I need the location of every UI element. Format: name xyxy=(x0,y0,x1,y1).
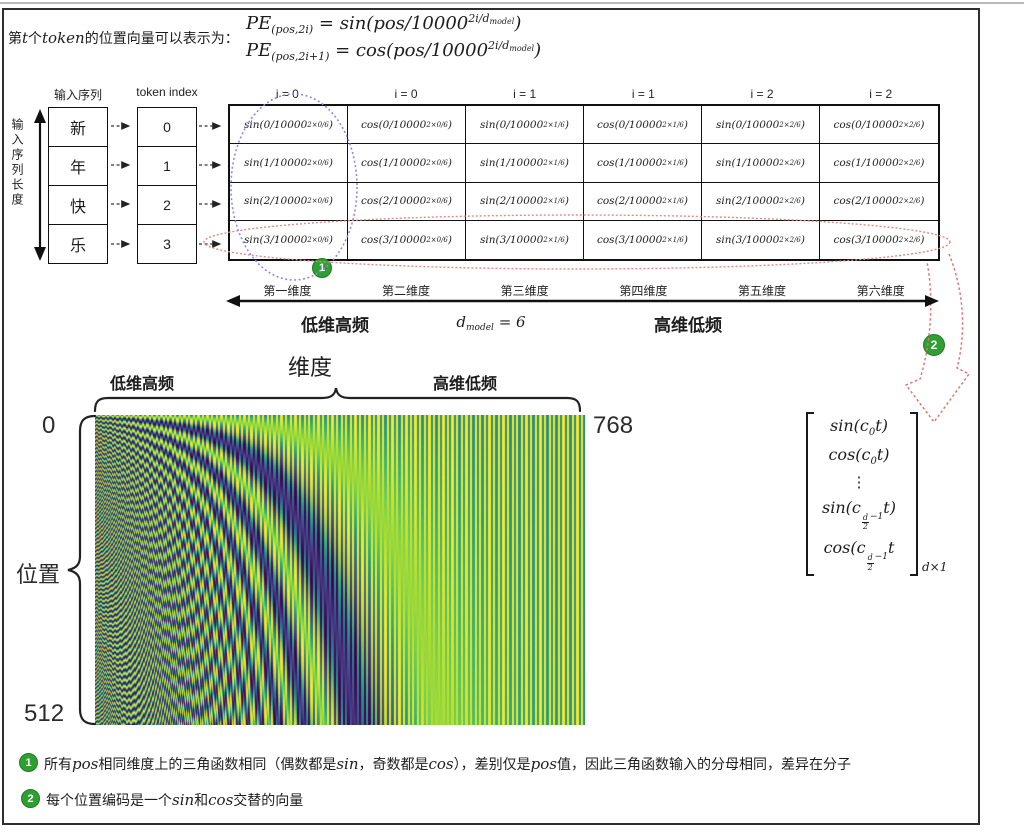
token-cell: 快 xyxy=(48,185,108,225)
vector-row-cos-last: cos(c d 2 −1t xyxy=(823,538,895,572)
pe-vector: sin(c0t) cos(c0t) ⋮ sin(c d 2 −1t) cos(c d 2−… xyxy=(808,416,910,572)
token-cell: 新 xyxy=(48,107,108,147)
annotation-1-text: 所有pos相同维度上的三角函数相同（偶数都是sin，奇数都是cos），差别仅是p… xyxy=(44,755,851,773)
dimension-label: 第四维度 xyxy=(619,284,668,298)
pe-cell: sin(1/10000 2×1/6) xyxy=(466,144,584,183)
dimension-label: 第六维度 xyxy=(856,284,905,298)
index-cell: 3 xyxy=(137,224,197,264)
pe-table: sin(0/10000 2×0/6) cos(0/10000 2×0/6) sin(0/… xyxy=(228,104,940,261)
pe-formula-odd: PE(pos,2i+1) = cos(pos/100002i/dmodel) xyxy=(246,39,542,63)
vector-dots: ⋮ xyxy=(851,473,867,492)
vector-row-sin0: sin(c0t) xyxy=(830,416,888,438)
index-cell: 0 xyxy=(137,107,197,147)
dimension-label: 第二维度 xyxy=(382,284,431,298)
dimension-label: 第一维度 xyxy=(263,284,312,298)
pe-cell: sin(3/10000 2×2/6) xyxy=(702,220,820,259)
pe-cell: cos(3/10000 2×0/6) xyxy=(348,220,466,259)
badge-2: 2 xyxy=(923,334,945,356)
token-index-header: token index xyxy=(136,85,198,99)
pe-col-header: i = 2 xyxy=(869,87,893,101)
pe-cell: sin(0/10000 2×2/6) xyxy=(702,106,820,145)
pe-cell: sin(2/10000 2×2/6) xyxy=(702,182,820,221)
pe-cell: cos(0/10000 2×1/6) xyxy=(584,106,702,145)
pe-cell: cos(1/10000 2×1/6) xyxy=(584,144,702,183)
pe-col-header: i = 0 xyxy=(394,87,418,101)
pe-cell: sin(3/10000 2×1/6) xyxy=(466,220,584,259)
pe-cell: cos(2/10000 2×0/6) xyxy=(348,182,466,221)
annotation-1-badge: 1 xyxy=(19,753,38,772)
annotation-2-badge: 2 xyxy=(21,789,40,808)
token-column: 新年快乐 xyxy=(48,107,108,264)
heatmap-dimension-title: 维度 xyxy=(287,355,333,380)
intro-text: 第t个token的位置向量可以表示为： xyxy=(8,29,239,47)
pe-cell: sin(0/10000 2×1/6) xyxy=(466,106,584,145)
dimension-label: 第三维度 xyxy=(500,284,549,298)
matrix-left-bracket xyxy=(806,412,814,576)
pe-cell: cos(3/10000 2×1/6) xyxy=(584,220,702,259)
index-cell: 2 xyxy=(137,185,197,225)
pe-cell: cos(0/10000 2×2/6) xyxy=(820,106,938,145)
pe-cell: cos(1/10000 2×0/6) xyxy=(348,144,466,183)
pe-col-header: i = 2 xyxy=(750,87,774,101)
heatmap-high-dim-note: 高维低频 xyxy=(432,376,498,393)
matrix-right-bracket xyxy=(910,412,918,576)
pe-cell: cos(3/10000 2×2/6) xyxy=(833,233,925,246)
high-dim-low-freq-note: 高维低频 xyxy=(654,316,722,335)
sequence-length-label: 输入序列长度 xyxy=(10,118,24,208)
annotation-2-text: 每个位置编码是一个sin和cos交替的向量 xyxy=(46,791,304,809)
dmodel-label: dmodel = 6 xyxy=(456,313,526,333)
pe-cell: cos(2/10000 2×2/6) xyxy=(820,183,938,221)
pe-col-header: i = 0 xyxy=(275,87,299,101)
x-axis-max-value: 768 xyxy=(593,412,634,439)
vector-row-sin-last: sin(c d 2 −1t) xyxy=(822,497,896,532)
pe-formula-even: PE(pos,2i) = sin(pos/100002i/dmodel) xyxy=(246,12,522,36)
pe-cell: sin(1/10000 2×0/6) xyxy=(230,144,348,183)
pe-cell: cos(0/10000 2×0/6) xyxy=(348,106,466,145)
vector-row-cos0: cos(c0t) xyxy=(828,444,890,467)
pe-cell: cos(1/10000 2×2/6) xyxy=(820,144,938,183)
pe-col-header: i = 1 xyxy=(513,87,537,101)
input-sequence-header: 输入序列 xyxy=(53,88,102,102)
pe-col-headers: i = 0 i = 0 i = 1 i = 1 i = 2 i = 2 xyxy=(228,87,940,101)
position-axis-label: 位置 xyxy=(16,562,61,587)
pe-cell: sin(3/10000 2×0/6) xyxy=(230,220,348,259)
token-cell: 年 xyxy=(48,146,108,186)
low-dim-high-freq-note: 低维高频 xyxy=(301,316,369,335)
pe-cell: sin(0/10000 2×0/6) xyxy=(230,106,348,145)
heatmap-low-dim-note: 低维高频 xyxy=(109,376,175,393)
pe-col-header: i = 1 xyxy=(631,87,655,101)
diagram-frame xyxy=(2,8,980,825)
y-axis-top-value: 0 xyxy=(42,412,56,439)
dimension-label: 第五维度 xyxy=(738,284,787,298)
token-cell: 乐 xyxy=(48,224,108,264)
y-axis-bottom-value: 512 xyxy=(24,700,65,727)
pe-cell: sin(1/10000 2×2/6) xyxy=(702,144,820,183)
index-cell: 1 xyxy=(137,146,197,186)
matrix-dimension-subscript: d×1 xyxy=(922,560,948,574)
top-divider-line xyxy=(0,2,1024,4)
dimension-labels: 第一维度 第二维度 第三维度 第四维度 第五维度 第六维度 xyxy=(228,282,940,299)
pe-cell: sin(2/10000 2×1/6) xyxy=(466,182,584,221)
badge-1: 1 xyxy=(312,258,332,278)
pe-heatmap-canvas xyxy=(95,415,585,725)
pe-cell: sin(2/10000 2×0/6) xyxy=(230,182,348,221)
pe-cell: cos(2/10000 2×1/6) xyxy=(584,182,702,221)
